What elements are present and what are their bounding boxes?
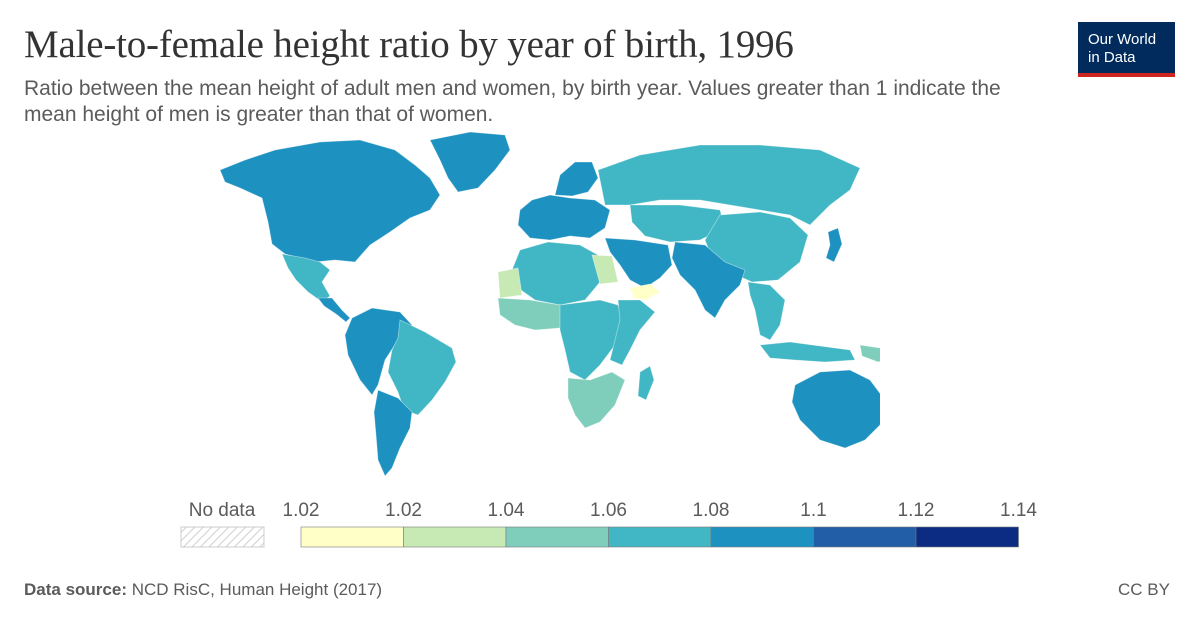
region-central-asia[interactable]	[629, 204, 726, 243]
data-source-text[interactable]: NCD RisC, Human Height (2017)	[131, 580, 383, 599]
legend-tick-label: 1.12	[898, 500, 935, 521]
legend-no-data-swatch[interactable]	[180, 526, 265, 548]
region-southeast-asia[interactable]	[747, 281, 786, 341]
region-north-america[interactable]	[219, 139, 441, 263]
region-mexico[interactable]	[281, 253, 331, 303]
region-south-america-north[interactable]	[344, 307, 413, 396]
license-link[interactable]: CC BY	[1118, 580, 1170, 599]
data-source-label: Data source:	[24, 580, 127, 599]
region-brazil[interactable]	[387, 319, 457, 416]
region-europe[interactable]	[517, 194, 611, 241]
legend-tick-label: 1.1	[800, 500, 826, 521]
region-russia[interactable]	[597, 144, 861, 226]
region-greenland[interactable]	[429, 131, 511, 193]
region-png[interactable]	[859, 344, 880, 363]
region-madagascar[interactable]	[637, 365, 655, 401]
region-southern-africa[interactable]	[567, 371, 626, 429]
legend-bin[interactable]	[505, 526, 609, 548]
logo-line-2: in Data	[1088, 49, 1136, 66]
legend-tick-label: 1.02	[385, 500, 422, 521]
legend-bin[interactable]	[403, 526, 507, 548]
region-japan[interactable]	[825, 227, 843, 263]
data-source: Data source: NCD RisC, Human Height (201…	[24, 580, 382, 600]
legend-bin[interactable]	[710, 526, 814, 548]
region-yemen[interactable]	[629, 283, 661, 301]
region-middle-east[interactable]	[604, 237, 673, 289]
chart-title: Male-to-female height ratio by year of b…	[24, 23, 794, 66]
legend-tick-label: 1.04	[488, 500, 525, 521]
region-southern-cone[interactable]	[373, 389, 413, 477]
region-south-asia[interactable]	[671, 241, 746, 319]
region-indonesia[interactable]	[759, 341, 856, 363]
legend-bin[interactable]	[915, 526, 1019, 548]
region-mauritania[interactable]	[497, 267, 523, 299]
logo-line-1: Our World	[1088, 31, 1157, 48]
legend-bin[interactable]	[813, 526, 917, 548]
legend-tick-label: 1.14	[1000, 500, 1037, 521]
world-map	[219, 131, 880, 477]
legend-tick-label: 1.08	[693, 500, 730, 521]
chart-subtitle: Ratio between the mean height of adult m…	[24, 77, 1001, 126]
legend-tick-label: 1.06	[590, 500, 627, 521]
region-australia[interactable]	[791, 369, 880, 449]
owid-logo[interactable]: Our World in Data	[1078, 22, 1175, 77]
region-central-america[interactable]	[317, 297, 351, 323]
region-central-africa[interactable]	[559, 299, 626, 381]
region-egypt[interactable]	[591, 254, 619, 285]
region-north-africa[interactable]	[511, 241, 601, 306]
region-scandinavia[interactable]	[554, 161, 599, 197]
legend-bin[interactable]	[608, 526, 712, 548]
legend-no-data-label: No data	[189, 500, 256, 521]
legend-tick-label: 1.02	[283, 500, 320, 521]
legend-bin[interactable]	[300, 526, 404, 548]
region-east-africa[interactable]	[609, 299, 656, 366]
